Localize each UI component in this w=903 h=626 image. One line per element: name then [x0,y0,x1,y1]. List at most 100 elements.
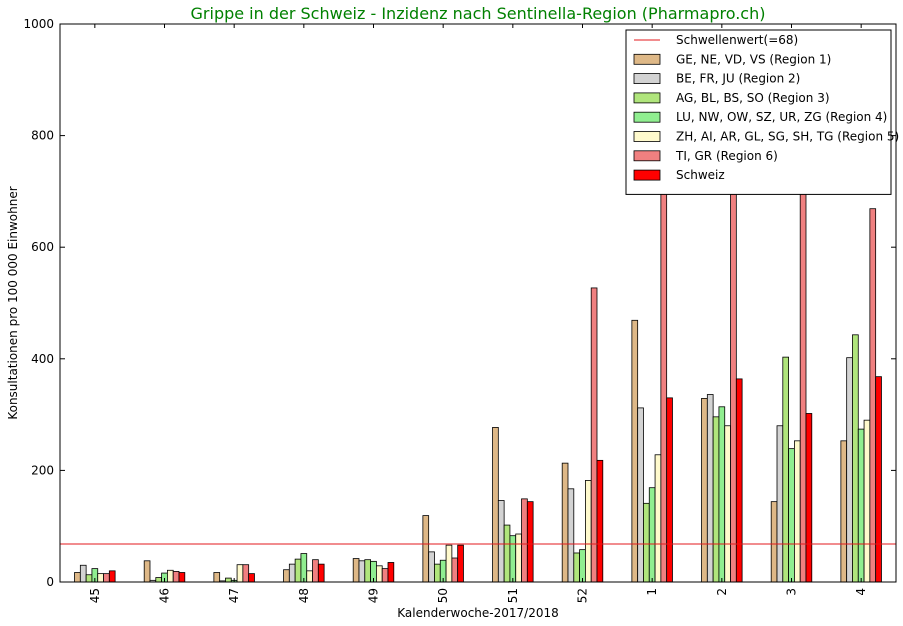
x-tick-label: 4 [854,588,868,596]
bar [503,524,511,583]
bar [225,577,232,583]
bar [434,563,441,583]
legend-swatch [633,131,661,142]
y-tick-label: 600 [31,240,54,254]
x-tick-label: 52 [576,588,590,603]
x-axis-label: Kalenderwoche-2017/2018 [397,606,558,620]
bar [79,564,87,583]
bar [730,151,737,583]
legend-swatch [633,53,661,65]
bar [97,573,104,583]
bar [236,564,244,583]
legend-swatch [633,111,661,123]
bar [643,502,650,583]
bar [794,440,801,583]
x-tick-label: 45 [88,588,102,603]
bar [770,501,778,583]
bar [735,378,743,583]
bar [492,427,499,583]
bar [515,533,522,583]
bar [875,376,882,583]
bar [103,573,110,583]
bar [242,564,250,583]
legend-label: BE, FR, JU (Region 2) [676,72,800,86]
bar [445,544,453,583]
bar [799,149,807,583]
x-tick-label: 2 [715,588,729,596]
bar [166,569,174,583]
legend-label: AG, BL, BS, SO (Region 3) [676,91,830,105]
bar [782,356,789,583]
legend-label: LU, NW, OW, SZ, UR, ZG (Region 4) [676,110,887,124]
bar [375,565,383,583]
bar [451,557,459,583]
bar [155,577,163,583]
legend-swatch [633,150,661,162]
bar [364,559,371,583]
legend-label: TI, GR (Region 6) [675,149,778,163]
bar [312,559,319,583]
bar [869,208,877,583]
bar [497,500,505,583]
bar [428,551,435,583]
bar [637,407,644,583]
bar [724,425,731,583]
legend-box [625,29,892,195]
bar [561,462,569,583]
bar [857,428,865,583]
x-tick-label: 49 [367,588,381,603]
chart-title: Grippe in der Schweiz - Inzidenz nach Se… [191,4,766,23]
bar [573,552,580,583]
legend-swatch [633,73,661,84]
bar [521,498,528,583]
bar [846,357,853,583]
bar [666,397,673,583]
bar [585,480,592,583]
x-tick-label: 1 [645,588,659,596]
bar [852,334,859,583]
bar [108,570,116,583]
x-tick-label: 51 [506,588,520,603]
bar [590,287,598,583]
bar [381,568,389,583]
legend-label: Schwellenwert(=68) [676,33,798,47]
legend-label: ZH, AI, AR, GL, SG, SH, TG (Region 5) [676,130,899,144]
bar [213,572,221,583]
bar [509,535,517,583]
y-tick-label: 0 [46,575,54,589]
bar [706,394,714,583]
bar [712,416,720,583]
legend-label: Schweiz [676,168,725,182]
x-tick-label: 3 [785,588,799,596]
bar [776,425,784,583]
bar [457,544,464,583]
bar [74,572,81,583]
bar [701,398,708,583]
bar [660,149,668,583]
bar [143,560,151,583]
y-tick-label: 400 [31,352,54,366]
bar [294,558,302,583]
bar [718,406,726,583]
bar [422,515,430,583]
bar [387,562,395,583]
y-tick-label: 800 [31,129,54,143]
bar [178,572,186,583]
x-tick-label: 47 [227,588,241,603]
y-tick-label: 1000 [23,17,54,31]
bar [648,487,656,583]
x-tick-label: 48 [297,588,311,603]
bar [317,563,325,583]
legend-swatch [633,92,661,104]
plot-frame [59,23,897,583]
bar [85,574,93,583]
bar [579,549,586,583]
bar [788,448,795,583]
bar [567,488,575,583]
bar [840,440,848,583]
bar [283,569,290,583]
x-tick-label: 50 [436,588,450,603]
bar [631,319,639,583]
x-tick-label: 46 [158,588,172,603]
